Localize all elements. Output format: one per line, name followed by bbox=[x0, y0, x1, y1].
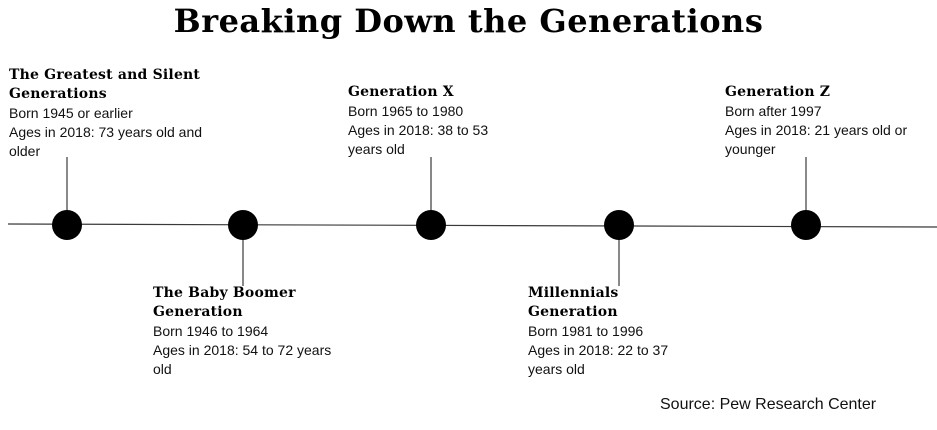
generation-label-greatest-silent: The Greatest and Silent Generations Born… bbox=[9, 66, 209, 161]
timeline-node-3 bbox=[604, 210, 634, 240]
generation-name: Generation X bbox=[348, 84, 454, 100]
source-caption: Source: Pew Research Center bbox=[660, 396, 877, 413]
generation-born: Born 1946 to 1964 bbox=[153, 323, 269, 339]
generation-name: The Greatest and Silent Generations bbox=[9, 67, 201, 102]
timeline-node-2 bbox=[416, 210, 446, 240]
generation-label-gen-z: Generation Z Born after 1997 Ages in 201… bbox=[725, 83, 915, 159]
generation-ages: Ages in 2018: 73 years old and older bbox=[9, 124, 203, 159]
generation-born: Born 1965 to 1980 bbox=[348, 103, 464, 119]
generation-ages: Ages in 2018: 21 years old or younger bbox=[725, 122, 908, 157]
generation-label-gen-x: Generation X Born 1965 to 1980 Ages in 2… bbox=[348, 83, 518, 159]
generation-born: Born 1945 or earlier bbox=[9, 105, 133, 121]
generation-name: The Baby Boomer Generation bbox=[153, 285, 296, 320]
generation-born: Born 1981 to 1996 bbox=[528, 323, 644, 339]
generation-ages: Ages in 2018: 22 to 37 years old bbox=[528, 342, 669, 377]
generation-name: Generation Z bbox=[725, 84, 831, 100]
generation-label-millennials: Millennials Generation Born 1981 to 1996… bbox=[528, 284, 698, 379]
timeline-node-4 bbox=[791, 210, 821, 240]
generation-name: Millennials Generation bbox=[528, 285, 619, 320]
page-title: Breaking Down the Generations bbox=[173, 2, 764, 40]
generation-ages: Ages in 2018: 54 to 72 years old bbox=[153, 342, 332, 377]
generation-ages: Ages in 2018: 38 to 53 years old bbox=[348, 122, 489, 157]
timeline-node-1 bbox=[228, 210, 258, 240]
generation-born: Born after 1997 bbox=[725, 103, 822, 119]
timeline-node-0 bbox=[52, 210, 82, 240]
generation-label-baby-boomer: The Baby Boomer Generation Born 1946 to … bbox=[153, 284, 338, 379]
timeline-axis bbox=[7, 223, 937, 228]
